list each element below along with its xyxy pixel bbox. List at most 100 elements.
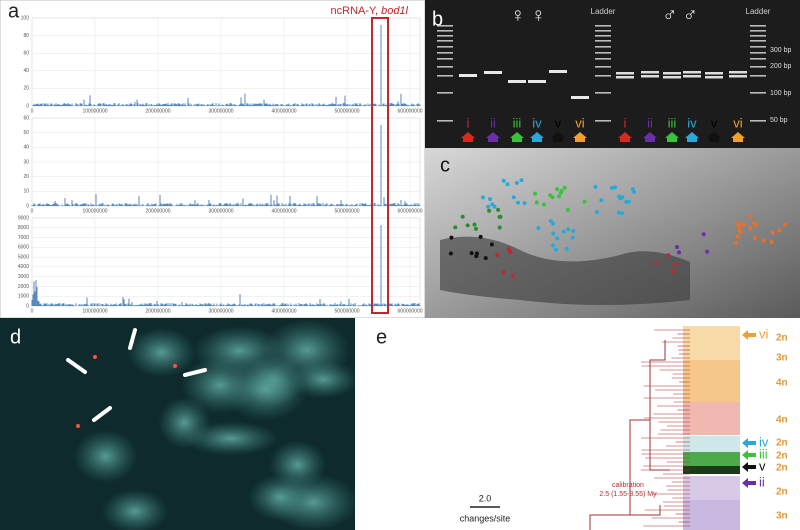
y-tick-label: 100 (21, 15, 30, 21)
chromosome (183, 421, 279, 456)
x-tick-label: 100000000 (82, 208, 107, 214)
sample-dot (761, 238, 766, 243)
sample-dot (561, 229, 566, 234)
ladder-label: Ladder (591, 7, 616, 16)
band (683, 75, 701, 78)
annotation: ncRNA-Y, bod1l (331, 5, 409, 17)
ladder-band (750, 40, 766, 42)
arrow (66, 358, 87, 374)
y-tick-label: 20 (23, 174, 29, 180)
ladder-band (437, 66, 453, 68)
sample-dot (553, 247, 558, 252)
ladder-band (750, 46, 766, 48)
signal (32, 25, 421, 106)
sample-dot (613, 185, 618, 190)
band (459, 74, 477, 77)
clade-box (683, 402, 740, 435)
sample-dot (748, 214, 753, 219)
chromosome (268, 440, 327, 490)
sample-dot (741, 222, 746, 227)
female-symbols: ♀ ♀ (510, 4, 546, 26)
sample-dot (534, 200, 539, 205)
clade-box (683, 466, 740, 474)
panel-label: e (376, 326, 387, 348)
sample-dot (733, 240, 738, 245)
panel-c (440, 178, 787, 305)
ladder-band (595, 120, 611, 122)
sample-dot (630, 187, 635, 192)
sample-dot (555, 236, 560, 241)
marker-label: iii (759, 446, 768, 461)
sample-dot (620, 195, 625, 200)
panel-label: b (432, 8, 443, 30)
size-label: 50 bp (770, 117, 788, 124)
x-tick-label: 500000000 (334, 308, 359, 314)
ladder-band (750, 30, 766, 32)
x-tick-label: 500000000 (334, 208, 359, 214)
y-tick-label: 0 (26, 303, 29, 309)
ploidy-label: 2n (776, 451, 788, 462)
lane-arrow (510, 132, 524, 142)
sample-dot (748, 225, 753, 230)
band (616, 76, 634, 79)
ladder-band (595, 75, 611, 77)
sample-dot (516, 200, 521, 205)
signal (31, 125, 421, 206)
ladder-label: Ladder (746, 7, 771, 16)
sample-dot (453, 225, 458, 230)
sample-dot (488, 197, 493, 202)
marker-label: vi (759, 326, 769, 341)
sample-dot (782, 222, 787, 227)
sample-dot (593, 184, 598, 189)
sample-dot (473, 226, 478, 231)
sample-dot (701, 232, 706, 237)
chromosome (73, 429, 138, 484)
ladder-band (750, 35, 766, 37)
y-tick-label: 60 (23, 51, 29, 57)
chromosome (101, 488, 169, 530)
sample-dot (609, 185, 614, 190)
band (663, 76, 681, 79)
ladder-band (437, 40, 453, 42)
x-tick-label: 0 (31, 308, 34, 314)
tree-backbone (589, 340, 670, 530)
sample-dot (571, 229, 576, 234)
arrow (92, 406, 112, 422)
sample-dot (449, 235, 454, 240)
sample-dot (465, 223, 470, 228)
sample-dot (705, 249, 710, 254)
lane-label: vi (575, 115, 585, 130)
ladder-band (437, 52, 453, 54)
chromosome (193, 325, 286, 376)
sample-dot (564, 246, 569, 251)
arrow (128, 328, 137, 350)
panel-d (66, 318, 359, 530)
marker-label: ii (759, 474, 765, 489)
sample-dot (478, 234, 483, 239)
sample-dot (566, 227, 571, 232)
sample-dot (565, 207, 570, 212)
sample-dot (474, 254, 479, 259)
ladder-band (437, 58, 453, 60)
ploidy-label: 4n (776, 415, 788, 426)
band (705, 72, 723, 75)
sample-dot (557, 194, 562, 199)
sample-dot (501, 178, 506, 183)
sample-dot (626, 199, 631, 204)
clade-box (683, 360, 740, 402)
lane-label: i (624, 115, 627, 130)
x-tick-label: 600000000 (397, 208, 422, 214)
lane-arrow (461, 132, 475, 142)
marker-arrow (742, 330, 756, 340)
y-tick-label: 40 (23, 145, 29, 151)
lane-arrow (618, 132, 632, 142)
ploidy-label: 3n (776, 353, 788, 364)
x-tick-label: 600000000 (397, 108, 422, 114)
ploidy-label: 2n (776, 487, 788, 498)
y-tick-label: 20 (23, 86, 29, 92)
male-symbols: ♂ ♂ (662, 4, 698, 26)
y-tick-label: 9000 (18, 215, 29, 221)
lane-label: iii (513, 115, 522, 130)
sample-dot (677, 250, 682, 255)
